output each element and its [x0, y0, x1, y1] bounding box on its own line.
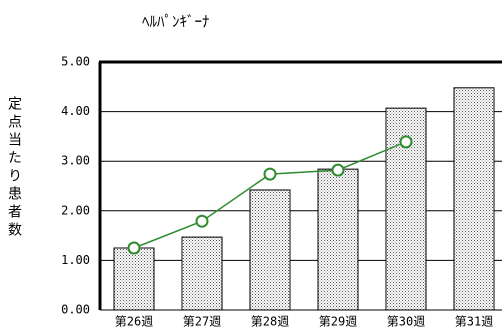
y-tick-label: 1.00 [61, 253, 90, 267]
x-tick-label: 第27週 [183, 315, 221, 329]
line-point [263, 167, 277, 181]
x-tick-label: 第31週 [455, 315, 493, 329]
x-tick-label: 第28週 [251, 315, 289, 329]
line-point [331, 163, 345, 177]
chart-title: ﾍﾙﾊﾟﾝｷﾞｰﾅ [142, 13, 210, 31]
bar [453, 87, 495, 311]
line-point [195, 214, 209, 228]
bar [317, 168, 359, 311]
y-tick-label: 5.00 [61, 55, 90, 69]
bar [181, 236, 223, 311]
y-tick-label: 4.00 [61, 104, 90, 118]
x-tick-label: 第29週 [319, 315, 357, 329]
y-tick-label: 2.00 [61, 203, 90, 217]
line-point [399, 135, 413, 149]
y-tick-label: 0.00 [61, 303, 90, 317]
x-tick-label: 第26週 [115, 315, 153, 329]
bar [249, 189, 291, 311]
y-tick-label: 3.00 [61, 154, 90, 168]
x-tick-label: 第30週 [387, 315, 425, 329]
line-point [127, 241, 141, 255]
bar [113, 247, 155, 311]
y-axis-label: 定点当たり患者数 [6, 96, 22, 240]
